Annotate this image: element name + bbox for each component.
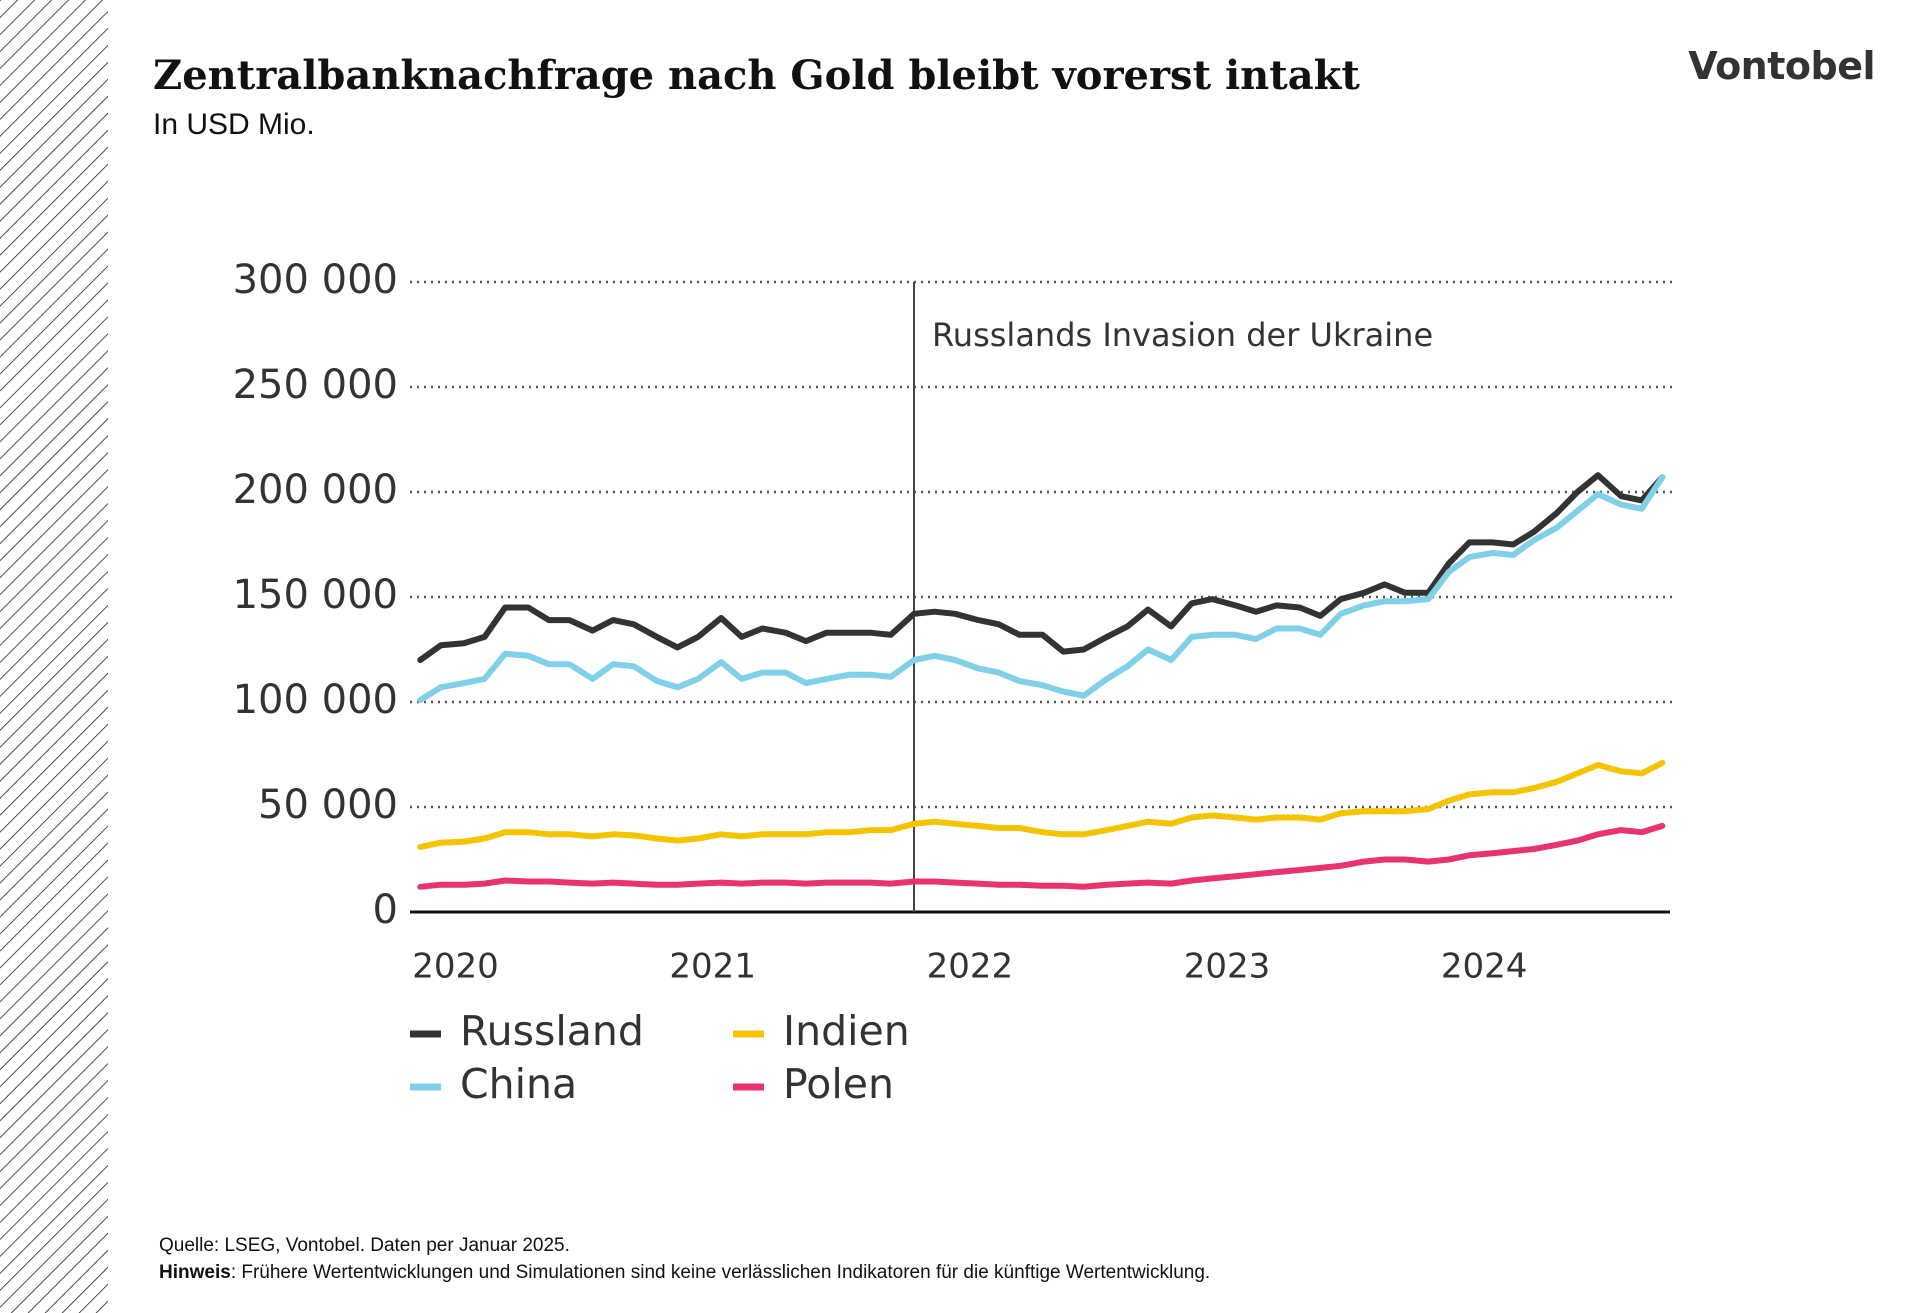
chart: 0 50 000 100 000 150 000 200 000 250 000 300 0… — [233, 257, 1674, 1108]
legend-label: Polen — [783, 1060, 894, 1108]
footer: Quelle: LSEG, Vontobel. Daten per Januar… — [159, 1232, 1210, 1286]
y-tick-label: 150 000 — [233, 572, 398, 618]
y-tick-label: 0 — [373, 887, 398, 933]
series-line — [417, 759, 1666, 850]
series-line — [417, 472, 1666, 663]
source: Quelle: LSEG, Vontobel. Daten per Januar… — [159, 1235, 570, 1256]
legend-label: Russland — [460, 1007, 644, 1055]
note-text: : Frühere Wertentwicklungen und Simulati… — [230, 1262, 1211, 1283]
x-tick-label: 2024 — [1441, 947, 1528, 987]
x-tick-label: 2022 — [927, 947, 1014, 987]
y-tick-label: 200 000 — [233, 467, 398, 513]
y-tick-label: 300 000 — [233, 257, 398, 303]
subtitle: In USD Mio. — [153, 108, 315, 141]
series-line — [417, 822, 1666, 890]
y-tick-label: 100 000 — [233, 677, 398, 723]
y-tick-label: 50 000 — [258, 782, 398, 828]
x-tick-label: 2020 — [412, 947, 499, 987]
logo: Vontobel — [1688, 44, 1875, 88]
note-label: Hinweis — [159, 1262, 231, 1283]
series-line — [417, 474, 1666, 703]
annotation-text: Russlands Invasion der Ukraine — [932, 316, 1433, 354]
legend-label: Indien — [783, 1007, 910, 1055]
note: Hinweis: Frühere Wertentwicklungen und S… — [159, 1259, 1210, 1286]
y-tick-label: 250 000 — [233, 362, 398, 408]
legend-label: China — [460, 1060, 577, 1108]
x-tick-label: 2021 — [669, 947, 756, 987]
x-tick-label: 2023 — [1184, 947, 1271, 987]
title: Zentralbanknachfrage nach Gold bleibt vo… — [153, 52, 1360, 99]
hatch-stripe — [0, 0, 108, 1313]
